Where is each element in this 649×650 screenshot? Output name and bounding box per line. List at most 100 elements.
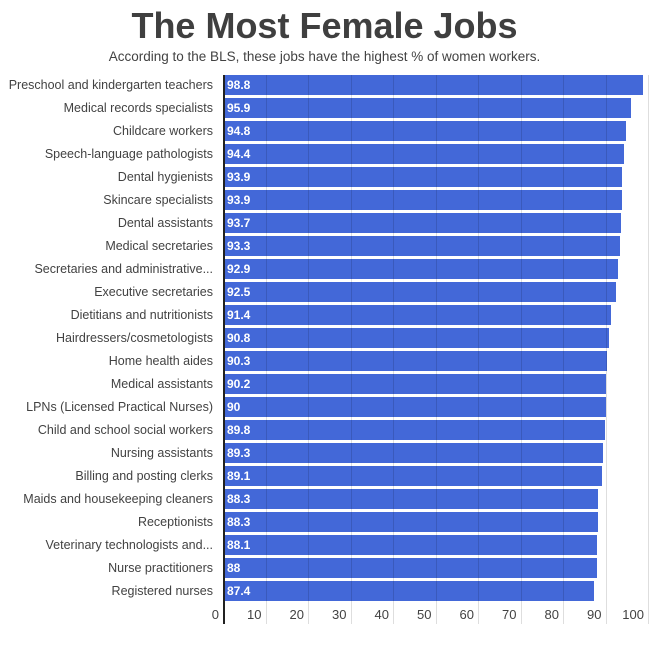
bar: 92.9 (223, 258, 618, 279)
value-label: 87.4 (227, 583, 251, 598)
x-tick-label: 0 (211, 606, 219, 622)
bar-track: 93.3 (223, 235, 649, 256)
bar-track: 92.5 (223, 281, 649, 302)
bar-row: Secretaries and administrative... 92.9 (0, 258, 649, 282)
bar-track: 98.8 (223, 74, 649, 95)
bar: 94.8 (223, 120, 626, 141)
bar: 90.3 (223, 350, 607, 371)
bar-track: 88.3 (223, 488, 649, 509)
bar-row: Nurse practitioners 88 (0, 557, 649, 581)
bar-track: 90 (223, 396, 649, 417)
value-label: 89.1 (227, 468, 251, 483)
bar-row: Speech-language pathologists 94.4 (0, 143, 649, 167)
x-tick-label: 40 (374, 606, 389, 622)
bar-track: 88 (223, 557, 649, 578)
bar-track: 89.3 (223, 442, 649, 463)
bar: 93.3 (223, 235, 620, 256)
category-label: Dietitians and nutritionists (70, 307, 213, 322)
x-axis: 0 10 20 30 40 50 60 70 80 90 100 (212, 604, 649, 628)
category-label: Nursing assistants (110, 445, 213, 460)
value-label: 90.2 (227, 376, 251, 391)
bar-track: 89.8 (223, 419, 649, 440)
bar: 93.7 (223, 212, 622, 233)
category-label: Childcare workers (112, 123, 213, 138)
x-tick-label: 100 (622, 606, 644, 622)
category-label: Nurse practitioners (108, 560, 213, 575)
bar: 89.8 (223, 419, 605, 440)
value-label: 89.3 (227, 445, 251, 460)
category-label: Dental assistants (117, 215, 213, 230)
bar-row: Hairdressers/cosmetologists 90.8 (0, 327, 649, 351)
bar-row: Registered nurses 87.4 (0, 580, 649, 604)
bar-track: 93.9 (223, 189, 649, 210)
bar-track: 91.4 (223, 304, 649, 325)
value-label: 94.8 (227, 123, 251, 138)
x-tick-label: 20 (289, 606, 304, 622)
value-label: 89.8 (227, 422, 251, 437)
bar: 91.4 (223, 304, 612, 325)
bar: 87.4 (223, 580, 595, 601)
bar-row: Dental assistants 93.7 (0, 212, 649, 236)
bar-row: Receptionists 88.3 (0, 511, 649, 535)
category-label: Medical secretaries (105, 238, 213, 253)
bar-track: 90.8 (223, 327, 649, 348)
bar-row: Skincare specialists 93.9 (0, 189, 649, 213)
bar: 90 (223, 396, 606, 417)
bar-rows: Preschool and kindergarten teachers 98.8 M… (0, 74, 649, 604)
bar: 88 (223, 557, 597, 578)
bar: 88.3 (223, 511, 599, 532)
bar-row: Home health aides 90.3 (0, 350, 649, 374)
category-label: Maids and housekeeping cleaners (23, 491, 213, 506)
x-tick-label: 50 (417, 606, 432, 622)
value-label: 93.3 (227, 238, 251, 253)
value-label: 93.9 (227, 192, 251, 207)
category-label: Skincare specialists (103, 192, 213, 207)
category-label: Medical records specialists (63, 100, 213, 115)
bar-track: 94.4 (223, 143, 649, 164)
category-label: Home health aides (108, 353, 213, 368)
bar-track: 89.1 (223, 465, 649, 486)
category-label: Secretaries and administrative... (34, 261, 213, 276)
category-label: Receptionists (137, 514, 213, 529)
bar-track: 88.1 (223, 534, 649, 555)
category-label: Hairdressers/cosmetologists (56, 330, 213, 345)
value-label: 92.5 (227, 284, 251, 299)
category-label: Child and school social workers (37, 422, 213, 437)
bar-track: 94.8 (223, 120, 649, 141)
value-label: 93.7 (227, 215, 251, 230)
bar-row: Dietitians and nutritionists 91.4 (0, 304, 649, 328)
bar-track: 90.3 (223, 350, 649, 371)
bar-row: Maids and housekeeping cleaners 88.3 (0, 488, 649, 512)
value-label: 94.4 (227, 146, 251, 161)
bar-track: 92.9 (223, 258, 649, 279)
bar: 93.9 (223, 189, 623, 210)
plot-area: Preschool and kindergarten teachers 98.8 M… (0, 74, 649, 628)
value-label: 98.8 (227, 77, 251, 92)
bar-row: Preschool and kindergarten teachers 98.8 (0, 74, 649, 98)
value-label: 90.3 (227, 353, 251, 368)
bar-track: 93.9 (223, 166, 649, 187)
bar-row: Executive secretaries 92.5 (0, 281, 649, 305)
x-tick-label: 90 (587, 606, 602, 622)
bar-row: Childcare workers 94.8 (0, 120, 649, 144)
bar: 89.3 (223, 442, 603, 463)
value-label: 88.3 (227, 491, 251, 506)
value-label: 91.4 (227, 307, 251, 322)
x-tick-label: 10 (247, 606, 262, 622)
bar-row: Medical secretaries 93.3 (0, 235, 649, 259)
bar-row: Child and school social workers 89.8 (0, 419, 649, 443)
chart-title: The Most Female Jobs (131, 5, 518, 46)
bar-row: Billing and posting clerks 89.1 (0, 465, 649, 489)
bar-row: Veterinary technologists and... 88.1 (0, 534, 649, 558)
x-tick-label: 30 (332, 606, 347, 622)
bar-row: Medical records specialists 95.9 (0, 97, 649, 121)
value-label: 88.1 (227, 537, 251, 552)
value-label: 92.9 (227, 261, 251, 276)
value-label: 95.9 (227, 100, 251, 115)
chart-subtitle: According to the BLS, these jobs have th… (108, 49, 541, 65)
bar-row: LPNs (Licensed Practical Nurses) 90 (0, 396, 649, 420)
bar: 90.8 (223, 327, 609, 348)
value-label: 88 (227, 560, 241, 575)
category-label: Preschool and kindergarten teachers (8, 77, 213, 92)
